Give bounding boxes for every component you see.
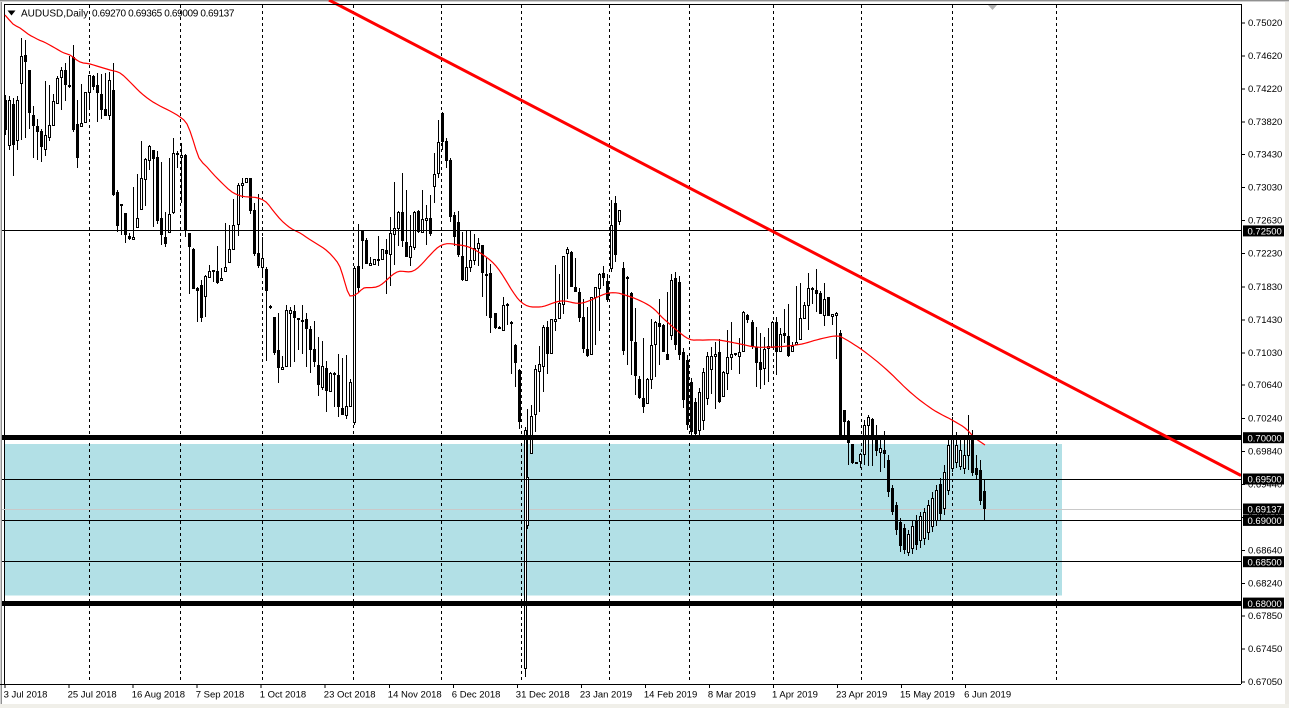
svg-text:0.74620: 0.74620: [1248, 51, 1282, 62]
svg-text:0.69500: 0.69500: [1248, 475, 1282, 486]
svg-text:31 Dec 2018: 31 Dec 2018: [516, 690, 570, 701]
svg-text:8 Mar 2019: 8 Mar 2019: [708, 690, 756, 701]
svg-text:0.67050: 0.67050: [1248, 677, 1282, 688]
svg-text:15 May 2019: 15 May 2019: [900, 690, 955, 701]
svg-text:7 Sep 2018: 7 Sep 2018: [196, 690, 245, 701]
svg-text:0.72500: 0.72500: [1248, 227, 1282, 238]
svg-text:0.68240: 0.68240: [1248, 579, 1282, 590]
svg-text:0.69270 0.69365 0.69009 0.6913: 0.69270 0.69365 0.69009 0.69137: [92, 9, 235, 20]
svg-text:14 Nov 2018: 14 Nov 2018: [388, 690, 442, 701]
svg-text:0.71830: 0.71830: [1248, 282, 1282, 293]
svg-text:0.67850: 0.67850: [1248, 611, 1282, 622]
svg-text:0.71030: 0.71030: [1248, 348, 1282, 359]
svg-text:0.73820: 0.73820: [1248, 117, 1282, 128]
svg-text:0.73030: 0.73030: [1248, 183, 1282, 194]
svg-text:0.69000: 0.69000: [1248, 516, 1282, 527]
svg-text:23 Jan 2019: 23 Jan 2019: [580, 690, 632, 701]
svg-text:16 Aug 2018: 16 Aug 2018: [132, 690, 185, 701]
svg-text:AUDUSD,Daily: AUDUSD,Daily: [21, 9, 88, 20]
svg-text:23 Oct 2018: 23 Oct 2018: [324, 690, 376, 701]
svg-text:6 Dec 2018: 6 Dec 2018: [452, 690, 501, 701]
svg-text:0.69440: 0.69440: [1248, 480, 1282, 491]
svg-text:6 Jun 2019: 6 Jun 2019: [964, 690, 1011, 701]
svg-text:0.68500: 0.68500: [1248, 557, 1282, 568]
svg-text:1 Apr 2019: 1 Apr 2019: [772, 690, 818, 701]
svg-text:0.71430: 0.71430: [1248, 315, 1282, 326]
svg-text:0.68000: 0.68000: [1248, 599, 1282, 610]
svg-text:0.70240: 0.70240: [1248, 413, 1282, 424]
svg-text:0.67450: 0.67450: [1248, 644, 1282, 655]
svg-text:3 Jul 2018: 3 Jul 2018: [4, 690, 48, 701]
svg-text:0.69840: 0.69840: [1248, 446, 1282, 457]
svg-text:0.70640: 0.70640: [1248, 380, 1282, 391]
svg-text:1 Oct 2018: 1 Oct 2018: [260, 690, 306, 701]
svg-text:14 Feb 2019: 14 Feb 2019: [644, 690, 697, 701]
svg-text:0.75020: 0.75020: [1248, 18, 1282, 29]
svg-text:0.69137: 0.69137: [1248, 505, 1282, 516]
svg-text:0.73430: 0.73430: [1248, 149, 1282, 160]
svg-text:23 Apr 2019: 23 Apr 2019: [836, 690, 887, 701]
svg-text:0.72630: 0.72630: [1248, 216, 1282, 227]
svg-text:25 Jul 2018: 25 Jul 2018: [68, 690, 117, 701]
svg-text:0.70000: 0.70000: [1248, 433, 1282, 444]
svg-text:0.72230: 0.72230: [1248, 249, 1282, 260]
svg-text:0.68640: 0.68640: [1248, 546, 1282, 557]
svg-text:0.74220: 0.74220: [1248, 84, 1282, 95]
